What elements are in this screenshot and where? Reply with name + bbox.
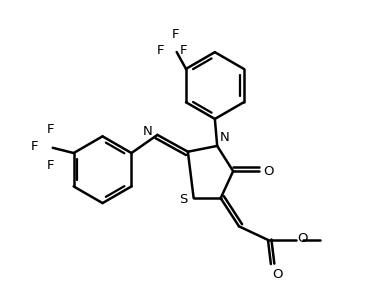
Text: O: O <box>272 268 283 280</box>
Text: S: S <box>179 193 187 206</box>
Text: F: F <box>180 44 187 57</box>
Text: N: N <box>220 131 229 144</box>
Text: F: F <box>47 122 54 136</box>
Text: O: O <box>263 165 274 178</box>
Text: O: O <box>297 232 308 245</box>
Text: N: N <box>143 125 153 139</box>
Text: F: F <box>157 44 165 57</box>
Text: F: F <box>171 28 179 41</box>
Text: F: F <box>31 140 38 153</box>
Text: F: F <box>47 159 54 172</box>
